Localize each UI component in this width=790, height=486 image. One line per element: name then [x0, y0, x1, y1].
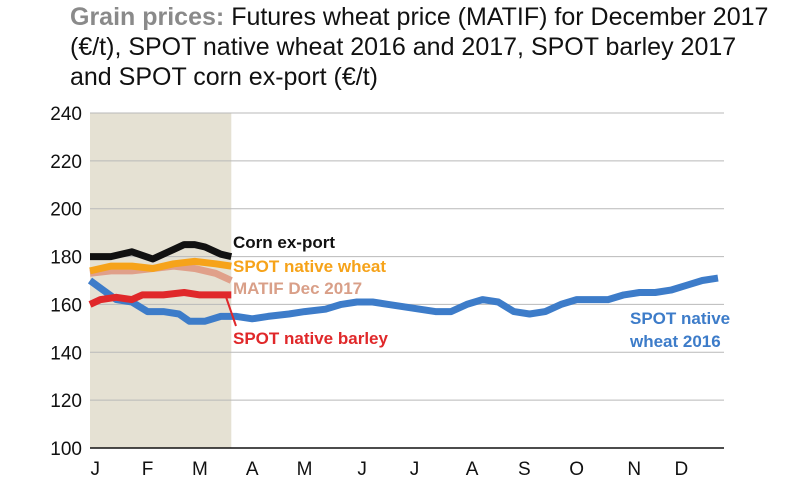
- y-tick-label: 120: [50, 391, 82, 412]
- label-corn-ex-port: Corn ex-port: [233, 233, 335, 252]
- label-spot-native-barley: SPOT native barley: [233, 329, 388, 348]
- y-tick-label: 100: [50, 439, 82, 460]
- y-tick-label: 180: [50, 248, 82, 269]
- label-spot-native-wheat-2016-line1: SPOT native: [630, 309, 730, 328]
- x-tick-label: J: [90, 459, 100, 480]
- barley-pointer-line: [225, 296, 237, 327]
- x-tick-label: J: [410, 459, 420, 480]
- series-line-spot-native-barley: [88, 289, 232, 308]
- series-line-spot-native-wheat-2016: [87, 274, 719, 325]
- x-tick-label: M: [192, 459, 208, 480]
- label-spot-native-wheat-2016-line2: wheat 2016: [629, 332, 721, 351]
- y-tick-label: 200: [50, 200, 82, 221]
- series-line-corn-ex-port: [90, 241, 233, 263]
- label-spot-native-wheat: SPOT native wheat: [233, 257, 386, 276]
- y-tick-label: 160: [50, 295, 82, 316]
- chart-title-lead: Grain prices:: [70, 3, 225, 31]
- y-tick-label: 220: [50, 152, 82, 173]
- x-tick-label: J: [357, 459, 367, 480]
- chart-title: Grain prices: Futures wheat price (MATIF…: [70, 2, 780, 92]
- x-tick-label: A: [466, 459, 479, 480]
- chart-title-text: Futures wheat price (MATIF) for December…: [70, 3, 769, 91]
- x-tick-label: F: [142, 459, 154, 480]
- x-tick-label: D: [674, 459, 688, 480]
- highlight-band: [90, 113, 232, 448]
- x-tick-label: M: [297, 459, 313, 480]
- y-tick-label: 240: [50, 104, 82, 125]
- y-axis: 100 120 140 160 180 200 220 240: [50, 104, 82, 460]
- x-tick-label: O: [569, 459, 584, 480]
- series-lines: [87, 241, 719, 325]
- series-line-spot-native-wheat: [89, 257, 232, 275]
- label-matif-dec-2017: MATIF Dec 2017: [233, 279, 362, 298]
- x-tick-label: N: [627, 459, 641, 480]
- grid-lines: [90, 112, 724, 401]
- y-tick-label: 140: [50, 343, 82, 364]
- x-tick-label: S: [518, 459, 531, 480]
- x-tick-label: A: [246, 459, 259, 480]
- series-labels: Corn ex-port SPOT native wheat MATIF Dec…: [233, 233, 730, 351]
